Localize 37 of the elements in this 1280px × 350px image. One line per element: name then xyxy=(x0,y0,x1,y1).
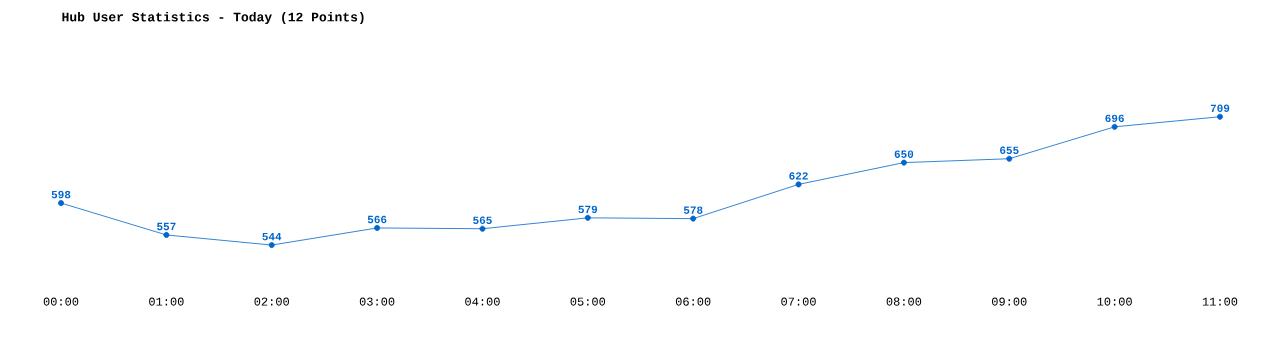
x-tick-label: 09:00 xyxy=(991,297,1027,306)
point xyxy=(268,242,275,249)
chart-title: Hub User Statistics - Today (12 Points) xyxy=(62,11,364,25)
data-label: 598 xyxy=(51,190,71,199)
x-tick-label: 01:00 xyxy=(149,297,184,306)
data-label: 579 xyxy=(578,205,598,214)
point xyxy=(1111,123,1118,130)
point xyxy=(690,215,697,222)
x-tick-label: 04:00 xyxy=(465,297,500,306)
point xyxy=(900,159,907,166)
point xyxy=(795,181,802,188)
data-label: 578 xyxy=(683,206,703,214)
point xyxy=(58,200,65,207)
x-tick-label: 02:00 xyxy=(254,297,289,306)
data-label: 622 xyxy=(789,172,808,180)
data-label: 650 xyxy=(894,150,914,158)
x-tick-label: 05:00 xyxy=(570,297,606,306)
data-label: 709 xyxy=(1210,104,1230,112)
data-label: 696 xyxy=(1105,114,1124,123)
point xyxy=(479,225,486,232)
data-label: 566 xyxy=(367,215,387,224)
data-label: 557 xyxy=(157,222,176,231)
data-label: 655 xyxy=(1000,146,1019,154)
x-tick-label: 07:00 xyxy=(781,297,816,306)
point xyxy=(1006,155,1013,162)
point xyxy=(584,214,591,221)
x-tick-label: 00:00 xyxy=(43,297,79,306)
x-tick-label: 11:00 xyxy=(1202,297,1238,306)
point xyxy=(1216,113,1223,120)
data-label: 565 xyxy=(473,216,492,224)
x-tick-label: 08:00 xyxy=(886,297,922,306)
x-tick-label: 03:00 xyxy=(359,297,395,306)
point xyxy=(163,231,170,238)
x-tick-label: 06:00 xyxy=(675,297,711,306)
data-label: 544 xyxy=(262,232,282,241)
point xyxy=(374,224,381,231)
x-tick-label: 10:00 xyxy=(1097,297,1132,306)
